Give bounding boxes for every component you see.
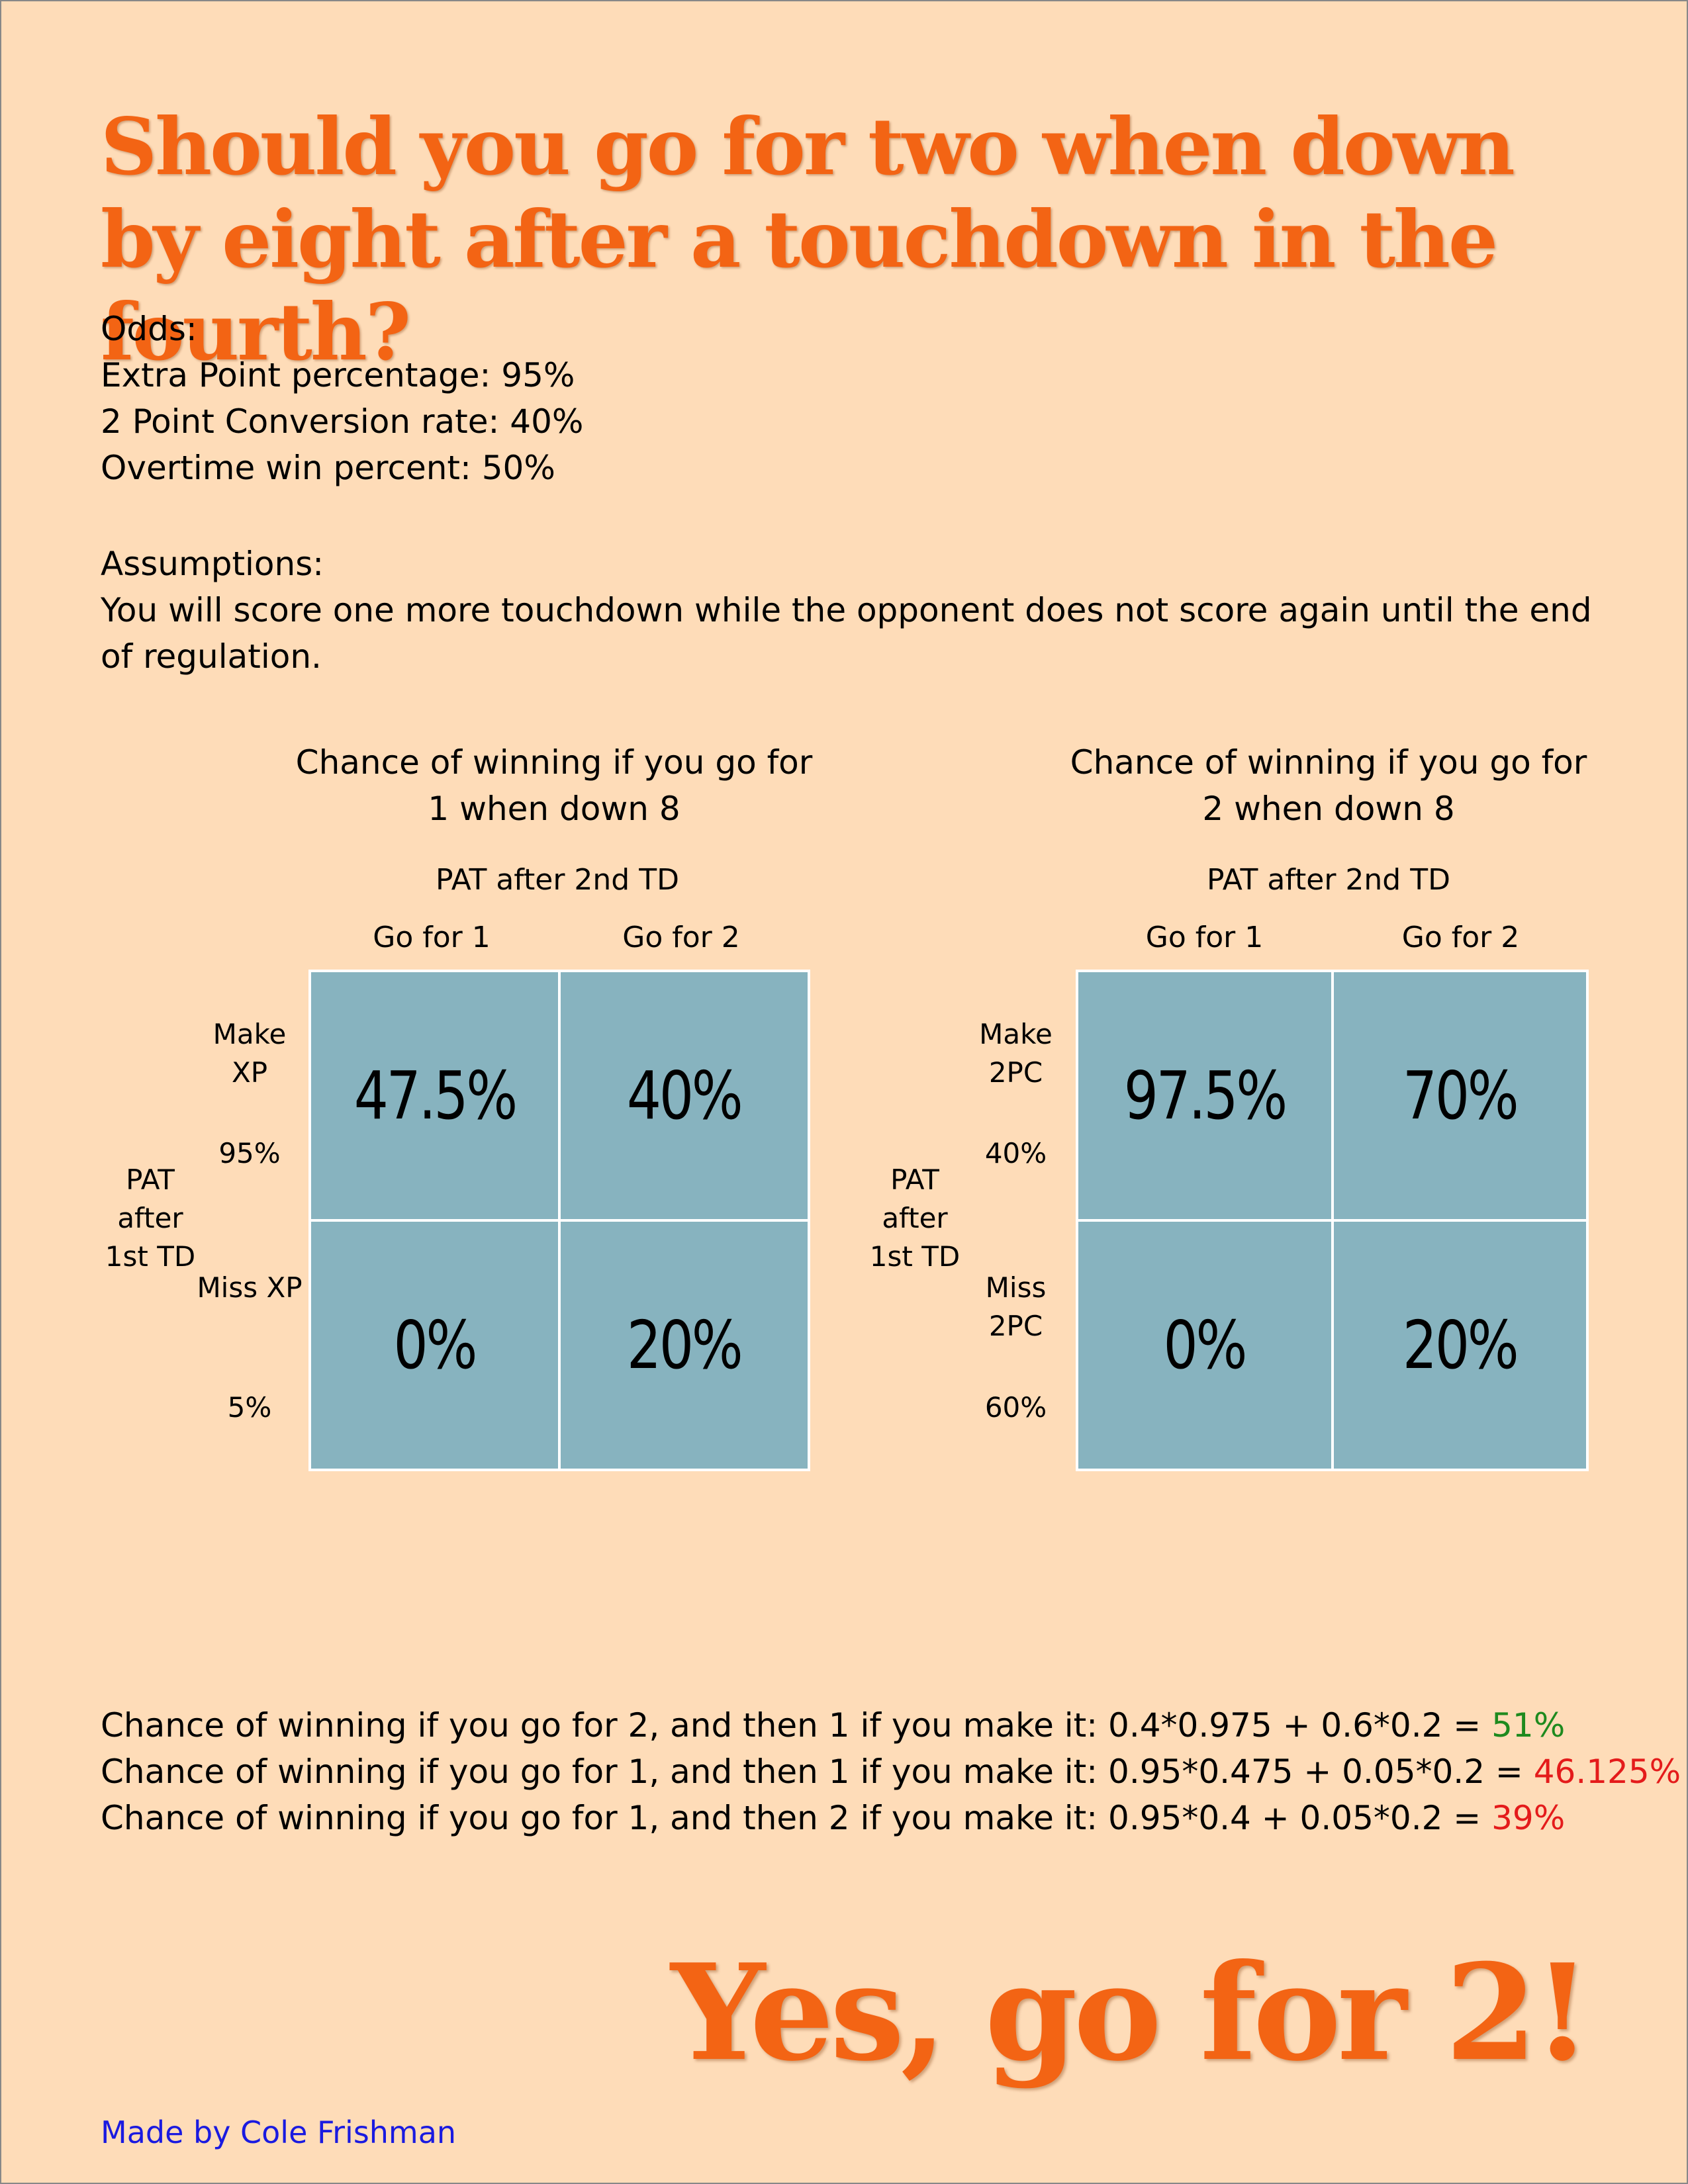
matrix-2-col-group: PAT after 2nd TD <box>1207 863 1450 897</box>
odds-heading: Odds: <box>101 310 197 348</box>
matrix-1-col-go-for-1: Go for 1 <box>373 921 491 954</box>
matrix-2-cell: 20% <box>1333 1222 1586 1469</box>
matrix-2-cell: 0% <box>1078 1222 1331 1469</box>
odds-line: Extra Point percentage: 95% <box>101 356 575 394</box>
matrix-2-row-make-pct: 40% <box>984 1137 1047 1169</box>
matrix-1-cell: 40% <box>561 972 808 1219</box>
odds-line: 2 Point Conversion rate: 40% <box>101 402 584 441</box>
matrix-1-col-go-for-2: Go for 2 <box>622 921 740 954</box>
assumptions-section: Assumptions: You will score one more tou… <box>101 541 1623 680</box>
page-title: Should you go for two when down by eight… <box>101 101 1515 378</box>
matrix-2-title: Chance of winning if you go for 2 when d… <box>1070 743 1587 828</box>
matrix-2-row-make-label: Make 2PC <box>979 1018 1053 1089</box>
matrix-2-cell: 70% <box>1333 972 1586 1219</box>
odds-section: Odds: Extra Point percentage: 95% 2 Poin… <box>101 306 1623 491</box>
matrix-1-row-make-label: Make XP <box>212 1018 287 1089</box>
calc-result: 46.125% <box>1533 1752 1681 1791</box>
credit: Made by Cole Frishman <box>101 2115 457 2150</box>
assumptions-text: You will score one more touchdown while … <box>101 591 1592 676</box>
matrix-2-row-group: PAT after 1st TD <box>869 1163 961 1273</box>
matrix-1-cell: 47.5% <box>311 972 558 1219</box>
calc-result: 51% <box>1491 1706 1566 1745</box>
calc-result: 39% <box>1491 1799 1566 1837</box>
matrix-2-cell: 97.5% <box>1078 972 1331 1219</box>
matrix-2-row-miss-label: Miss 2PC <box>985 1271 1047 1342</box>
calc-line: Chance of winning if you go for 1, and t… <box>101 1799 1566 1837</box>
matrix-1-cell: 0% <box>311 1222 558 1469</box>
matrix-2-row-miss-pct: 60% <box>984 1391 1047 1424</box>
matrix-1-col-group: PAT after 2nd TD <box>436 863 679 897</box>
matrix-1-row-miss-pct: 5% <box>227 1391 272 1424</box>
calc-line: Chance of winning if you go for 1, and t… <box>101 1752 1681 1791</box>
matrix-1-row-group: PAT after 1st TD <box>105 1163 196 1273</box>
conclusion: Yes, go for 2! <box>671 1935 1591 2091</box>
odds-line: Overtime win percent: 50% <box>101 449 555 487</box>
matrix-1-cell: 20% <box>561 1222 808 1469</box>
assumptions-heading: Assumptions: <box>101 545 324 583</box>
matrix-2-grid: 97.5% 70% 0% 20% <box>1076 970 1589 1471</box>
calculations: Chance of winning if you go for 2, and t… <box>101 1702 1681 1841</box>
matrix-1-row-miss-label: Miss XP <box>197 1271 303 1304</box>
matrix-1-grid: 47.5% 40% 0% 20% <box>308 970 810 1471</box>
matrix-2-col-go-for-2: Go for 2 <box>1401 921 1520 954</box>
matrix-1-row-make-pct: 95% <box>218 1137 281 1169</box>
matrix-1-title: Chance of winning if you go for 1 when d… <box>295 743 813 828</box>
matrix-2-col-go-for-1: Go for 1 <box>1145 921 1264 954</box>
calc-line: Chance of winning if you go for 2, and t… <box>101 1706 1566 1745</box>
